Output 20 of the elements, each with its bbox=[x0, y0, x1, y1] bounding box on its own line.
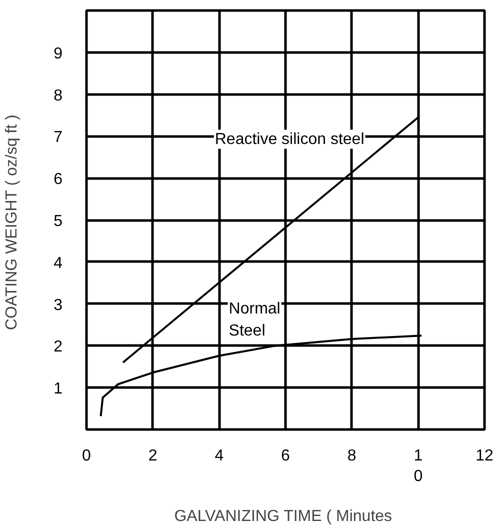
x-tick-label: 0 bbox=[82, 448, 92, 464]
x-tick-label: 12 bbox=[476, 448, 494, 464]
x-axis-title: GALVANIZING TIME ( Minutes bbox=[174, 508, 392, 525]
series-label: Reactive silicon steel bbox=[214, 130, 364, 148]
y-tick-label: 7 bbox=[54, 129, 63, 146]
y-tick-label: 6 bbox=[54, 171, 63, 188]
x-tick-label: 6 bbox=[281, 448, 290, 464]
x-tick-label: 8 bbox=[347, 448, 356, 464]
y-tick-label: 8 bbox=[54, 87, 63, 104]
y-axis-title: COATING WEIGHT ( oz/sq ft ) bbox=[4, 114, 21, 330]
y-tick-label: 4 bbox=[54, 254, 63, 272]
y-tick-label: 9 bbox=[54, 45, 63, 62]
y-tick-label: 3 bbox=[54, 296, 63, 314]
y-tick-label: 1 bbox=[54, 380, 63, 398]
x-tick-label: 4 bbox=[214, 448, 224, 464]
series-label: Normal Steel bbox=[228, 300, 280, 340]
y-tick-label: 5 bbox=[54, 213, 63, 230]
y-tick-label: 2 bbox=[54, 338, 63, 356]
x-tick-label: 2 bbox=[148, 448, 158, 464]
x-tick-label: 1 0 bbox=[414, 448, 423, 485]
